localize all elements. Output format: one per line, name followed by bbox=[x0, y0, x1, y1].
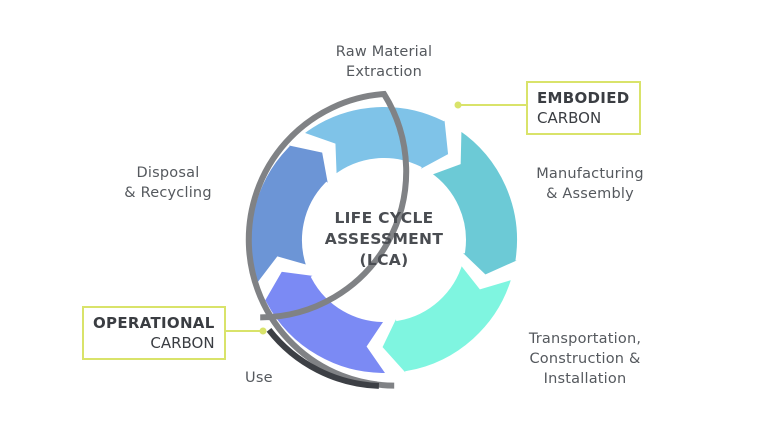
callout-subtitle: CARBON bbox=[537, 109, 602, 127]
operational-carbon-callout: OPERATIONAL CARBON bbox=[82, 306, 226, 360]
label-line: & Assembly bbox=[546, 186, 634, 202]
label-line: Construction & bbox=[529, 351, 641, 367]
center-line: ASSESSMENT bbox=[324, 230, 444, 248]
label-line: Extraction bbox=[345, 64, 423, 80]
label-line: Installation bbox=[543, 371, 627, 387]
label-line: Transportation, bbox=[528, 331, 642, 347]
label-line: Disposal bbox=[136, 165, 200, 181]
stage-label-manufacturing: Manufacturing & Assembly bbox=[520, 164, 660, 204]
label-line: Manufacturing bbox=[536, 166, 644, 182]
embodied-carbon-ring bbox=[245, 90, 410, 389]
label-line: & Recycling bbox=[124, 185, 212, 201]
stage-label-raw-material: Raw Material Extraction bbox=[322, 42, 446, 82]
embodied-carbon-callout: EMBODIED CARBON bbox=[526, 81, 641, 135]
arrow-segment-raw-material bbox=[296, 103, 453, 181]
stage-label-disposal: Disposal & Recycling bbox=[108, 163, 228, 203]
arrow-segment-use bbox=[254, 267, 393, 377]
arrow-segment-manufacturing bbox=[424, 124, 531, 280]
stage-label-transportation: Transportation, Construction & Installat… bbox=[510, 329, 660, 389]
operational-dot bbox=[259, 327, 267, 335]
arrow-segment-transportation bbox=[377, 257, 517, 386]
callout-subtitle: CARBON bbox=[150, 334, 215, 352]
callout-title: OPERATIONAL bbox=[93, 314, 215, 332]
label-line: Use bbox=[245, 370, 273, 386]
stage-label-use: Use bbox=[245, 368, 273, 388]
center-title: LIFE CYCLE ASSESSMENT (LCA) bbox=[304, 208, 464, 271]
center-line: LIFE CYCLE bbox=[334, 209, 434, 227]
callout-title: EMBODIED bbox=[537, 89, 630, 107]
operational-carbon-ring bbox=[266, 328, 380, 389]
label-line: Raw Material bbox=[335, 44, 433, 60]
embodied-dot bbox=[454, 101, 462, 109]
center-line: (LCA) bbox=[359, 251, 409, 269]
